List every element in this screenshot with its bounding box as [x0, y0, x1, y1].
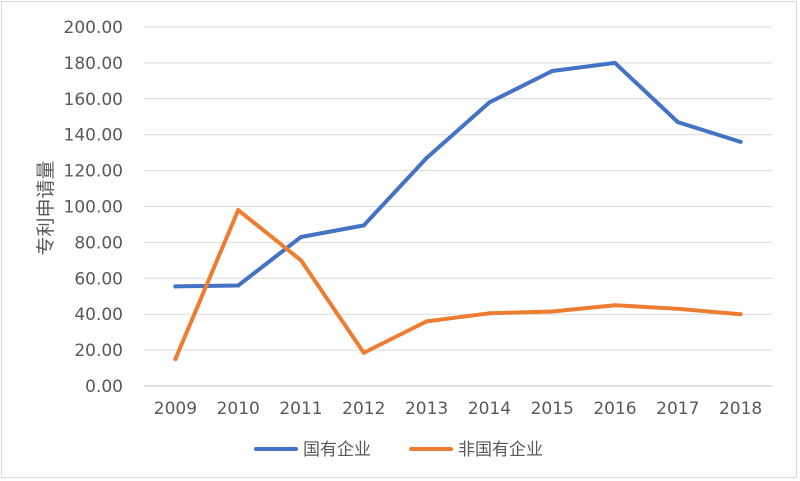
data-point	[675, 306, 680, 311]
y-axis-label: 专利申请量	[35, 160, 57, 255]
y-tick-label: 20.00	[74, 341, 123, 361]
y-tick-label: 0.00	[85, 377, 123, 397]
data-point	[173, 357, 178, 362]
data-point	[550, 68, 555, 73]
legend-label: 非国有企业	[458, 440, 543, 460]
data-point	[424, 319, 429, 324]
y-tick-label: 80.00	[74, 233, 123, 253]
x-tick-label: 2010	[217, 399, 260, 419]
data-point	[738, 312, 743, 317]
x-tick-label: 2013	[405, 399, 448, 419]
series-lines	[173, 60, 743, 362]
data-point	[173, 284, 178, 289]
gridlines	[144, 26, 772, 387]
y-tick-label: 180.00	[64, 54, 123, 74]
data-point	[675, 120, 680, 125]
data-point	[550, 309, 555, 314]
y-tick-label: 140.00	[64, 126, 123, 146]
data-point	[299, 258, 303, 263]
legend-label: 国有企业	[303, 440, 371, 460]
x-tick-label: 2012	[342, 399, 385, 419]
x-axis-ticks: 2009 2010 2011 2012 2013 2014 2015 2016 2017 2018	[154, 399, 762, 419]
x-tick-label: 2017	[656, 399, 699, 419]
legend: 国有企业 非国有企业	[254, 440, 543, 460]
data-point	[424, 156, 429, 161]
data-point	[236, 283, 241, 288]
y-tick-label: 40.00	[74, 305, 123, 325]
series-line-1	[173, 60, 743, 289]
x-tick-label: 2018	[719, 399, 762, 419]
data-point	[361, 350, 366, 355]
data-point	[613, 60, 617, 65]
y-tick-label: 160.00	[64, 90, 123, 110]
y-tick-label: 60.00	[74, 269, 123, 289]
x-tick-label: 2011	[279, 399, 322, 419]
y-axis-ticks: 0.00 20.00 40.00 60.00 80.00 100.00 120.00 140.…	[64, 18, 123, 397]
data-point	[613, 303, 617, 308]
data-point	[487, 311, 492, 316]
y-tick-label: 100.00	[64, 198, 123, 218]
x-tick-label: 2015	[531, 399, 574, 419]
data-point	[236, 208, 241, 213]
series-line-2	[173, 208, 743, 362]
data-point	[299, 235, 303, 240]
x-tick-label: 2014	[468, 399, 511, 419]
x-tick-label: 2016	[593, 399, 636, 419]
x-tick-label: 2009	[154, 399, 197, 419]
data-point	[738, 139, 743, 144]
data-point	[361, 223, 366, 228]
y-tick-label: 120.00	[64, 162, 123, 182]
y-tick-label: 200.00	[64, 18, 123, 38]
data-point	[487, 100, 492, 105]
